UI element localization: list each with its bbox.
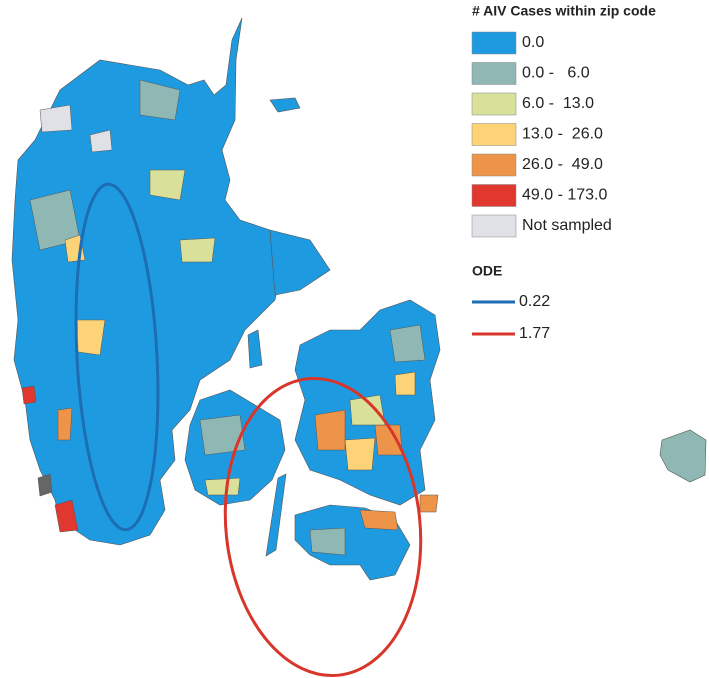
ode-title: ODE bbox=[472, 263, 502, 279]
legend-swatch bbox=[471, 92, 517, 116]
ode-ellipses bbox=[74, 182, 423, 678]
ode-label: 0.22 bbox=[519, 293, 550, 310]
legend-label: Not sampled bbox=[522, 217, 612, 234]
legend-swatch bbox=[471, 31, 517, 55]
ode-ellipse bbox=[223, 376, 423, 678]
legend-label: 0.0 - 6.0 bbox=[522, 65, 590, 82]
legend-swatch bbox=[471, 153, 517, 177]
legend-label: 26.0 - 49.0 bbox=[522, 156, 603, 173]
denmark-map bbox=[11, 17, 707, 581]
legend-label: 13.0 - 26.0 bbox=[522, 126, 603, 143]
ode-ellipse bbox=[74, 182, 160, 532]
legend-swatch bbox=[471, 184, 517, 207]
legend-swatch bbox=[471, 123, 517, 146]
legend-label: 0.0 bbox=[522, 34, 544, 51]
zip-patches bbox=[21, 79, 439, 556]
ode-label: 1.77 bbox=[519, 325, 550, 342]
langeland bbox=[265, 473, 287, 557]
ode-legend: 0.22 1.77 bbox=[472, 293, 550, 342]
legend-label: 49.0 - 173.0 bbox=[522, 187, 608, 204]
legend-label: 6.0 - 13.0 bbox=[522, 95, 594, 112]
laeso bbox=[269, 97, 301, 113]
bornholm bbox=[659, 429, 707, 483]
djursland bbox=[269, 229, 331, 296]
legend-swatch bbox=[471, 62, 517, 85]
legend-swatch bbox=[471, 214, 517, 238]
als bbox=[37, 473, 53, 497]
legend-title: # AIV Cases within zip code bbox=[472, 3, 656, 19]
legend: 0.0 0.0 - 6.0 6.0 - 13.0 13.0 - 26.0 26.0 - … bbox=[471, 31, 612, 238]
samso bbox=[247, 329, 263, 369]
